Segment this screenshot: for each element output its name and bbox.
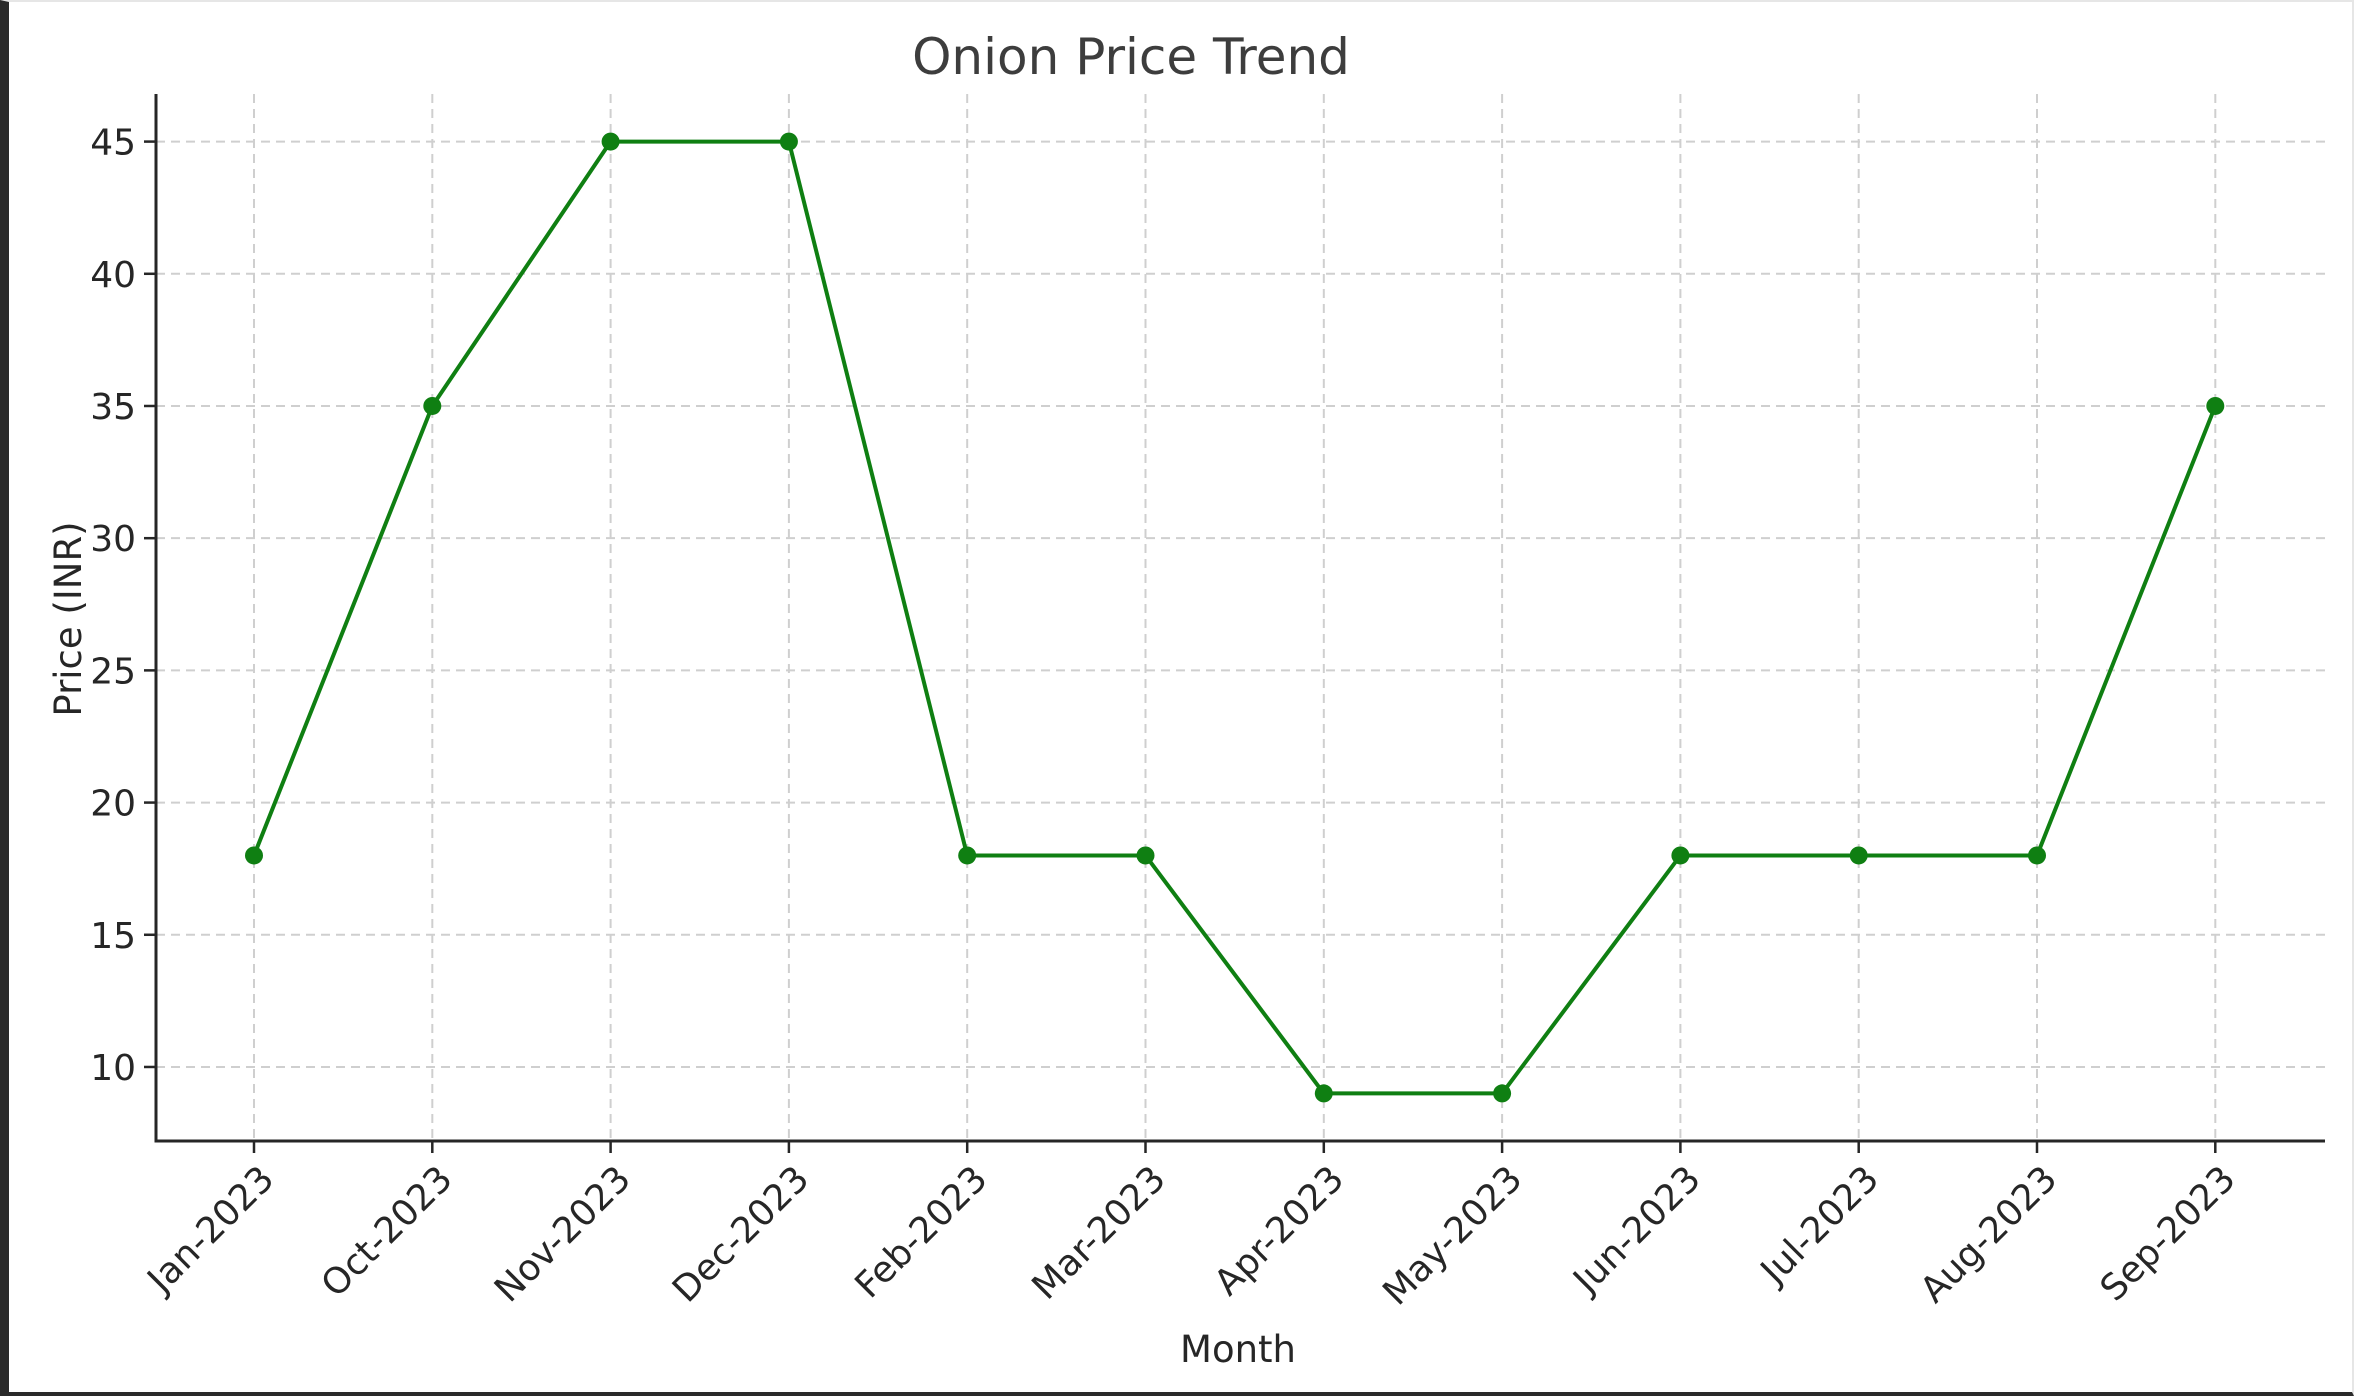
data-point bbox=[779, 132, 798, 151]
y-tick-label: 30 bbox=[90, 519, 136, 560]
series bbox=[245, 132, 2225, 1103]
x-axis-label: Month bbox=[1180, 1328, 1296, 1371]
grid bbox=[156, 94, 2325, 1141]
y-tick-label: 35 bbox=[90, 387, 136, 428]
axes bbox=[154, 94, 2325, 1143]
y-tick-label: 40 bbox=[90, 255, 136, 296]
data-point bbox=[1493, 1084, 1512, 1103]
y-tick-label: 25 bbox=[90, 651, 136, 692]
y-tick-label: 15 bbox=[90, 916, 136, 957]
data-point bbox=[601, 132, 620, 151]
x-tick-label: Feb-2023 bbox=[848, 1158, 996, 1306]
line-chart: Jan-2023 Oct-2023 Nov-2023 Dec-2023 Feb-2023… bbox=[47, 28, 2325, 1371]
x-tick-label: Aug-2023 bbox=[1913, 1158, 2066, 1311]
x-tick-label: Jan-2023 bbox=[139, 1158, 283, 1302]
data-point bbox=[423, 396, 442, 415]
y-tick-label: 45 bbox=[90, 123, 136, 164]
data-point bbox=[1671, 846, 1690, 865]
x-tick-label: May-2023 bbox=[1375, 1158, 1530, 1313]
data-point bbox=[2206, 396, 2225, 415]
x-tick-label: Jul-2023 bbox=[1752, 1158, 1887, 1293]
data-point bbox=[2028, 846, 2046, 865]
data-point bbox=[1849, 846, 1868, 865]
y-axis-label: Price (INR) bbox=[47, 521, 90, 716]
x-tick-label: Sep-2023 bbox=[2093, 1158, 2244, 1309]
x-tick-label: Jun-2023 bbox=[1565, 1158, 1709, 1302]
series-line bbox=[252, 139, 2218, 1096]
x-tick-label: Apr-2023 bbox=[1207, 1158, 1352, 1303]
y-tick-label: 20 bbox=[90, 784, 136, 825]
chart-title: Onion Price Trend bbox=[912, 28, 1350, 86]
x-tick-label: Nov-2023 bbox=[487, 1158, 639, 1310]
data-point bbox=[1136, 846, 1155, 865]
x-tick-label: Dec-2023 bbox=[665, 1158, 817, 1310]
data-point bbox=[1314, 1084, 1333, 1103]
x-tick-label: Mar-2023 bbox=[1024, 1158, 1173, 1307]
x-tick-label: Oct-2023 bbox=[314, 1158, 461, 1305]
ticks: Jan-2023 Oct-2023 Nov-2023 Dec-2023 Feb-2023… bbox=[90, 123, 2243, 1314]
y-tick-label: 10 bbox=[90, 1048, 136, 1089]
data-point bbox=[245, 846, 263, 865]
data-point bbox=[958, 846, 977, 865]
